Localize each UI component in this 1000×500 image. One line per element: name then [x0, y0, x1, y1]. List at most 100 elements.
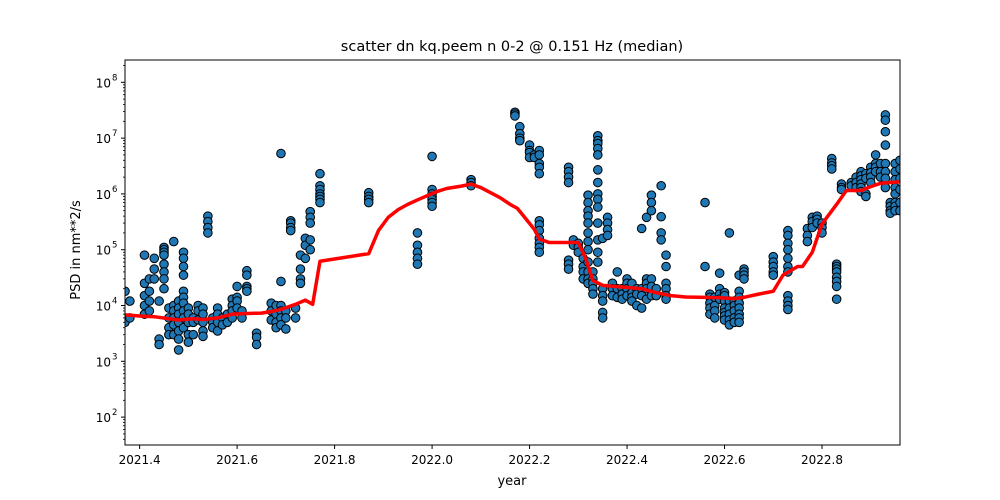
x-tick-label: 2021.8: [314, 453, 356, 467]
y-tick-exponent: 7: [112, 129, 117, 139]
scatter-point: [602, 230, 613, 241]
scatter-point: [144, 286, 155, 297]
scatter-point: [295, 264, 306, 274]
scatter-point: [295, 278, 306, 289]
plot-clip-group: [125, 107, 900, 355]
scatter-point: [534, 247, 545, 258]
scatter-point: [315, 197, 325, 208]
scatter-point: [583, 197, 593, 208]
scatter-point: [149, 274, 160, 284]
scatter-point: [281, 313, 291, 323]
scatter-point: [290, 313, 301, 323]
scatter-point: [880, 115, 891, 125]
scatter-point: [895, 184, 900, 195]
scatter-point: [149, 264, 160, 274]
scatter-point: [646, 205, 657, 216]
scatter-point: [563, 177, 574, 188]
scatter-point: [173, 345, 184, 355]
scatter-point: [276, 148, 286, 159]
scatter-point: [783, 244, 793, 255]
scatter-point: [305, 244, 316, 255]
scatter-point: [412, 228, 423, 238]
scatter-point: [861, 191, 871, 202]
y-tick-label: 10: [96, 76, 111, 90]
scatter-point: [285, 225, 296, 236]
scatter-point: [636, 303, 647, 313]
scatter-point: [198, 331, 208, 342]
scatter-point: [534, 150, 545, 160]
scatter-point: [300, 253, 311, 264]
scatter-point: [880, 158, 891, 169]
x-axis: 2021.4 2021.6 2021.8 2022.0 2022.2 2022.4 2022…: [119, 445, 843, 467]
scatter-point: [178, 253, 189, 264]
scatter-point: [700, 261, 710, 272]
scatter-point: [203, 228, 213, 238]
scatter-point: [661, 250, 671, 260]
scatter-point: [656, 211, 666, 222]
scatter-point: [597, 313, 608, 323]
scatter-point: [178, 261, 189, 272]
scatter-point: [305, 218, 316, 228]
scatter-point: [515, 135, 525, 146]
scatter-point: [593, 218, 603, 228]
y-tick-label: 10: [96, 188, 111, 202]
scatter-point: [139, 250, 150, 260]
scatter-point: [588, 289, 598, 299]
scatter-point: [895, 205, 900, 216]
scatter-point: [276, 276, 286, 287]
scatter-point: [315, 168, 325, 179]
scatter-point: [636, 223, 647, 234]
scatter-point: [593, 257, 603, 267]
scatter-point: [251, 339, 262, 350]
scatter-point: [895, 197, 900, 208]
y-tick-exponent: 5: [112, 241, 117, 251]
scatter-point: [363, 197, 374, 208]
scatter-point: [583, 236, 593, 247]
median-line: [125, 180, 900, 322]
y-tick-exponent: 3: [112, 352, 117, 362]
scatter-point: [593, 177, 603, 188]
scatter-point: [178, 270, 189, 280]
scatter-point: [510, 111, 520, 121]
x-tick-label: 2022.8: [801, 453, 843, 467]
scatter-point: [656, 180, 666, 191]
scatter-point: [232, 281, 242, 292]
y-tick-label: 10: [96, 132, 111, 146]
scatter-point: [709, 313, 720, 323]
chart-title: scatter dn kq.peem n 0-2 @ 0.151 Hz (med…: [341, 39, 683, 55]
scatter-point: [597, 296, 608, 306]
scatter-point: [125, 286, 130, 297]
scatter-point: [734, 317, 744, 328]
scatter-point: [593, 150, 603, 160]
scatter-point: [125, 296, 135, 306]
scatter-point: [144, 296, 155, 306]
scatter-point: [534, 168, 545, 179]
scatter-point: [427, 151, 437, 162]
x-tick-label: 2022.0: [411, 453, 453, 467]
scatter-point: [870, 150, 881, 160]
x-tick-label: 2021.4: [119, 453, 161, 467]
scatter-point: [802, 236, 813, 247]
scatter-point: [159, 250, 169, 260]
x-tick-label: 2022.2: [509, 453, 551, 467]
scatter-point: [783, 304, 793, 315]
scatter-point: [173, 334, 184, 344]
scatter-point: [427, 201, 437, 212]
scatter-point: [880, 126, 891, 137]
scatter-point: [593, 247, 603, 258]
scatter-point: [281, 324, 291, 334]
y-tick-label: 10: [96, 411, 111, 425]
y-tick-label: 10: [96, 244, 111, 258]
scatter-point: [159, 274, 169, 284]
scatter-point: [144, 306, 155, 316]
scatter-point: [154, 339, 164, 350]
scatter-point: [831, 281, 842, 292]
scatter-point: [188, 329, 199, 340]
scatter-point: [583, 244, 593, 255]
scatter-point: [168, 236, 179, 247]
scatter-point: [783, 230, 793, 241]
y-tick-label: 10: [96, 300, 111, 314]
x-tick-label: 2021.6: [216, 453, 258, 467]
